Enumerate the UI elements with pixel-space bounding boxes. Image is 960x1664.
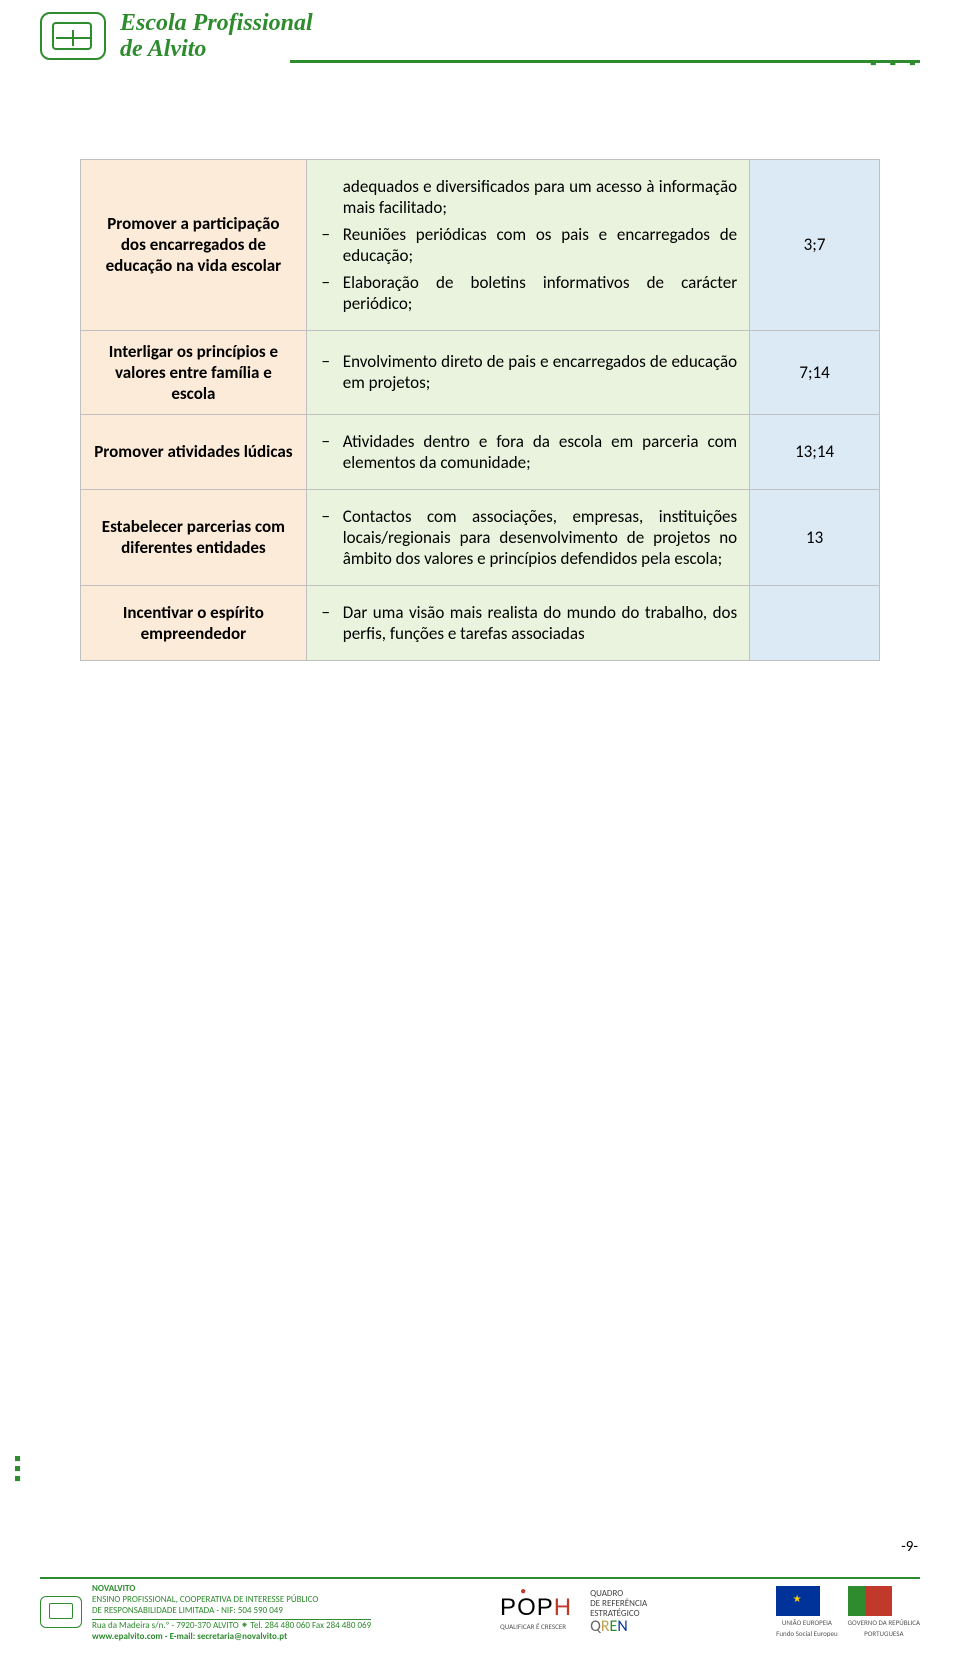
poph-sub: QUALIFICAR É CRESCER [500, 1622, 572, 1631]
footer-row: NOVALVITO ENSINO PROFISSIONAL, COOPERATI… [40, 1583, 920, 1642]
bullet-text: adequados e diversificados para um acess… [343, 176, 737, 218]
objective-cell: Interligar os princípios e valores entre… [81, 330, 307, 414]
header: Escola Profissional de Alvito ▪ ▪ ▪ [0, 0, 960, 69]
pt-flag-block: GOVERNO DA REPÚBLICA PORTUGUESA [848, 1586, 920, 1638]
table-row: Interligar os princípios e valores entre… [81, 330, 880, 414]
footer-org-block: NOVALVITO ENSINO PROFISSIONAL, COOPERATI… [92, 1583, 371, 1642]
actions-cell: −Atividades dentro e fora da escola em p… [306, 414, 749, 489]
dash-icon: − [319, 351, 333, 372]
code-cell [750, 585, 880, 660]
objective-cell: Promover a participação dos encarregados… [81, 159, 307, 330]
objectives-table: Promover a participação dos encarregados… [80, 159, 880, 661]
pt-label: GOVERNO DA REPÚBLICA [848, 1618, 920, 1627]
footer-rule-top [40, 1577, 920, 1579]
header-rule [290, 60, 920, 63]
table-row: Estabelecer parcerias com diferentes ent… [81, 489, 880, 585]
code-cell: 13 [750, 489, 880, 585]
school-name-line1: Escola Profissional [120, 10, 313, 36]
code-cell: 13;14 [750, 414, 880, 489]
code-cell: 3;7 [750, 159, 880, 330]
bullet-text: Dar uma visão mais realista do mundo do … [343, 602, 737, 644]
footer-resp-line: DE RESPONSABILIDADE LIMITADA - NIF: 504 … [92, 1605, 371, 1616]
table-row: Promover a participação dos encarregados… [81, 159, 880, 330]
footer-addr-line: Rua da Madeira s/n.º - 7920-370 ALVITO ⁕… [92, 1620, 371, 1631]
footer-coop-line: ENSINO PROFISSIONAL, COOPERATIVA DE INTE… [92, 1594, 371, 1605]
bullet-text: Contactos com associações, empresas, ins… [343, 506, 737, 569]
footer-center: PO●PH QUALIFICAR É CRESCER QUADRO DE REF… [385, 1589, 762, 1636]
school-logo-icon [40, 12, 106, 60]
objective-cell: Promover atividades lúdicas [81, 414, 307, 489]
header-rule-dots: ▪ ▪ ▪ [870, 51, 920, 75]
actions-cell: −Envolvimento direto de pais e encarrega… [306, 330, 749, 414]
dash-icon: − [319, 272, 333, 293]
eu-label: UNIÃO EUROPEIA [776, 1618, 838, 1627]
poph-logo: PO●PH QUALIFICAR É CRESCER [500, 1594, 572, 1631]
school-name: Escola Profissional de Alvito [120, 10, 313, 63]
bullet-text: Atividades dentro e fora da escola em pa… [343, 431, 737, 473]
page-number: -9- [901, 1538, 918, 1556]
bullet-item: adequados e diversificados para um acess… [319, 176, 737, 218]
bullet-item: −Elaboração de boletins informativos de … [319, 272, 737, 314]
footer: NOVALVITO ENSINO PROFISSIONAL, COOPERATI… [0, 1567, 960, 1664]
table-row: Incentivar o espírito empreendedor−Dar u… [81, 585, 880, 660]
dash-icon: − [319, 431, 333, 452]
dash-icon: − [319, 602, 333, 623]
pt-sub: PORTUGUESA [848, 1629, 920, 1638]
footer-left: NOVALVITO ENSINO PROFISSIONAL, COOPERATI… [40, 1583, 371, 1642]
bullet-item: −Contactos com associações, empresas, in… [319, 506, 737, 569]
footer-right: UNIÃO EUROPEIA Fundo Social Europeu GOVE… [776, 1586, 920, 1638]
footer-novalvito: NOVALVITO [92, 1583, 371, 1594]
footer-contact-line: www.epalvito.com - E-mail: secretaria@no… [92, 1631, 371, 1642]
actions-cell: −Dar uma visão mais realista do mundo do… [306, 585, 749, 660]
bullet-item: −Reuniões periódicas com os pais e encar… [319, 224, 737, 266]
dash-icon: − [319, 506, 333, 527]
bullet-text: Envolvimento direto de pais e encarregad… [343, 351, 737, 393]
side-dots-icon: ▪▪▪ [14, 1454, 21, 1484]
eu-sub: Fundo Social Europeu [776, 1629, 838, 1638]
table-row: Promover atividades lúdicas−Atividades d… [81, 414, 880, 489]
actions-cell: −Contactos com associações, empresas, in… [306, 489, 749, 585]
bullet-item: −Dar uma visão mais realista do mundo do… [319, 602, 737, 644]
qren-logo: QUADRO DE REFERÊNCIA ESTRATÉGICO QREN [590, 1589, 647, 1636]
qren-title: QREN [590, 1618, 647, 1636]
eu-flag-icon [776, 1586, 820, 1616]
objective-cell: Incentivar o espírito empreendedor [81, 585, 307, 660]
poph-text: PO●PH [500, 1594, 572, 1621]
bullet-text: Reuniões periódicas com os pais e encarr… [343, 224, 737, 266]
eu-flag-block: UNIÃO EUROPEIA Fundo Social Europeu [776, 1586, 838, 1638]
bullet-item: −Atividades dentro e fora da escola em p… [319, 431, 737, 473]
dash-icon: − [319, 224, 333, 245]
school-name-line2: de Alvito [120, 36, 313, 62]
pt-flag-icon [848, 1586, 892, 1616]
code-cell: 7;14 [750, 330, 880, 414]
page: Escola Profissional de Alvito ▪ ▪ ▪ Prom… [0, 0, 960, 661]
objective-cell: Estabelecer parcerias com diferentes ent… [81, 489, 307, 585]
footer-logo-icon [40, 1596, 82, 1628]
bullet-text: Elaboração de boletins informativos de c… [343, 272, 737, 314]
bullet-item: −Envolvimento direto de pais e encarrega… [319, 351, 737, 393]
actions-cell: adequados e diversificados para um acess… [306, 159, 749, 330]
